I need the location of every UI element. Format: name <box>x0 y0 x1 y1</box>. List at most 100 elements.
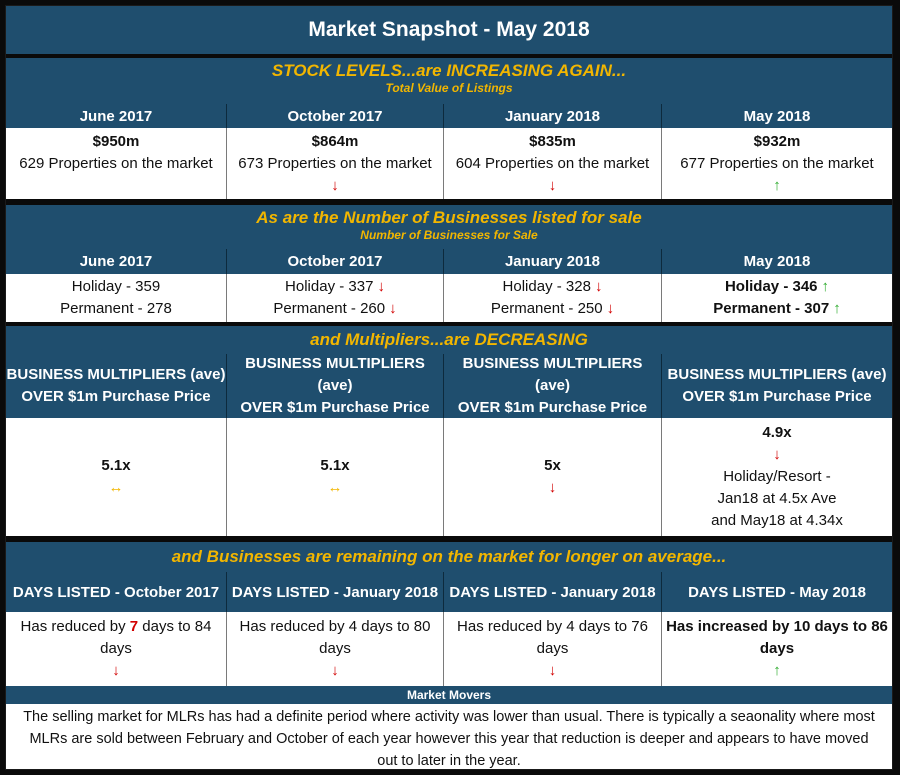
resort-note: and May18 at 4.34x <box>711 512 843 529</box>
market-movers-heading: Market Movers <box>6 686 892 704</box>
listing-value: $835m <box>529 132 576 150</box>
divider <box>6 536 892 542</box>
multiplier-cell: 5.1x ↔ <box>6 418 227 536</box>
listing-value: $950m <box>92 132 140 150</box>
days-unit: days <box>100 640 132 657</box>
change-prefix: Has reduced by <box>20 618 130 635</box>
down-arrow-icon: ↓ <box>331 176 339 194</box>
days-change-text: Has reduced by 4 days to 80 <box>239 618 431 635</box>
stock-cell: $932m 677 Properties on the market ↑ <box>662 128 892 199</box>
days-listed-heading: and Businesses are remaining on the mark… <box>171 547 727 566</box>
multiplier-header-line1: BUSINESS MULTIPLIERS (ave) <box>6 366 226 383</box>
days-unit: days <box>536 640 569 657</box>
listing-value: $864m <box>311 132 359 150</box>
businesses-subheading: Number of Businesses for Sale <box>360 228 538 242</box>
multiplier-header-line2: OVER $1m Purchase Price <box>240 399 430 416</box>
divider <box>6 54 892 58</box>
days-listed-header-row: DAYS LISTED - October 2017 DAYS LISTED -… <box>6 572 892 612</box>
permanent-line: Permanent - 260 ↓ <box>273 298 396 320</box>
change-days-number: 7 <box>129 618 139 635</box>
permanent-count: Permanent - 260 <box>273 300 386 317</box>
stock-levels-banner: STOCK LEVELS...are INCREASING AGAIN... T… <box>6 58 892 104</box>
change-suffix: days to 84 <box>138 618 212 635</box>
period-header: May 2018 <box>743 107 811 125</box>
days-unit: days <box>319 640 351 657</box>
days-listed-cell: Has reduced by 7 days to 84 days ↓ <box>6 612 227 686</box>
multipliers-banner: and Multipliers...are DECREASING <box>6 326 892 354</box>
days-change-text: Has increased by 10 days to 86 <box>666 618 888 635</box>
multiplier-cell: 5.1x ↔ <box>227 418 444 536</box>
multiplier-header-line2: OVER $1m Purchase Price <box>682 388 872 405</box>
multiplier-header-line2: OVER $1m Purchase Price <box>457 399 648 416</box>
days-unit: days <box>759 640 795 657</box>
multiplier-cell: 4.9x ↓ Holiday/Resort - Jan18 at 4.5x Av… <box>662 418 892 536</box>
properties-count: 629 Properties on the market <box>19 154 213 172</box>
down-arrow-icon: ↓ <box>606 300 615 317</box>
days-listed-header: DAYS LISTED - October 2017 <box>6 572 227 612</box>
businesses-banner: As are the Number of Businesses listed f… <box>6 205 892 249</box>
stock-cell: $835m 604 Properties on the market ↓ <box>444 128 662 199</box>
multipliers-values-row: 5.1x ↔ 5.1x ↔ 5x ↓ 4.9x ↓ Holiday/Resort… <box>6 418 892 536</box>
properties-count: 673 Properties on the market <box>238 154 432 172</box>
businesses-cell: Holiday - 328 ↓ Permanent - 250 ↓ <box>444 274 662 322</box>
stock-levels-heading: STOCK LEVELS...are INCREASING AGAIN... <box>271 61 627 80</box>
stock-levels-values-row: $950m 629 Properties on the market $864m… <box>6 128 892 199</box>
multiplier-header-line1: BUSINESS MULTIPLIERS (ave) <box>667 366 887 383</box>
multiplier-header-line2: OVER $1m Purchase Price <box>21 388 211 405</box>
days-listed-header: DAYS LISTED - January 2018 <box>227 572 444 612</box>
businesses-values-row: Holiday - 359 Permanent - 278 Holiday - … <box>6 274 892 322</box>
days-listed-values-row: Has reduced by 7 days to 84 days ↓ Has r… <box>6 612 892 686</box>
down-arrow-icon: ↓ <box>548 176 557 194</box>
up-arrow-icon: ↑ <box>773 662 781 679</box>
holiday-line: Holiday - 328 ↓ <box>503 276 603 298</box>
holiday-count: Holiday - 337 <box>285 278 374 295</box>
days-listed-cell: Has increased by 10 days to 86 days ↑ <box>662 612 892 686</box>
period-header: June 2017 <box>6 249 227 274</box>
multiplier-cell: 5x ↓ <box>444 418 662 536</box>
down-arrow-icon: ↓ <box>377 278 385 295</box>
period-header: October 2017 <box>227 249 444 274</box>
resort-note: Holiday/Resort - <box>723 468 831 485</box>
market-snapshot-panel: Market Snapshot - May 2018 STOCK LEVELS.… <box>5 5 893 770</box>
divider <box>6 322 892 326</box>
holiday-line: Holiday - 346 ↑ <box>725 276 829 298</box>
horizontal-arrow-icon: ↔ <box>327 479 343 496</box>
down-arrow-icon: ↓ <box>594 278 603 295</box>
multipliers-heading: and Multipliers...are DECREASING <box>310 330 588 349</box>
stock-cell: $864m 673 Properties on the market ↓ <box>227 128 444 199</box>
up-arrow-icon: ↑ <box>773 176 781 194</box>
multiplier-value: 5.1x <box>101 457 131 474</box>
permanent-line: Permanent - 250 ↓ <box>491 298 614 320</box>
holiday-line: Holiday - 337 ↓ <box>285 276 385 298</box>
page-title: Market Snapshot - May 2018 <box>6 6 892 54</box>
multiplier-value: 4.9x <box>762 424 792 441</box>
days-change-text: Has reduced by 4 days to 76 <box>457 618 648 635</box>
period-header: January 2018 <box>444 249 662 274</box>
multiplier-header-line1: BUSINESS MULTIPLIERS (ave) <box>462 355 643 394</box>
market-movers-text: The selling market for MLRs has had a de… <box>6 704 892 769</box>
days-listed-cell: Has reduced by 4 days to 80 days ↓ <box>227 612 444 686</box>
properties-count: 604 Properties on the market <box>455 154 650 172</box>
multipliers-header-row: BUSINESS MULTIPLIERS (ave) OVER $1m Purc… <box>6 354 892 418</box>
multiplier-header-line1: BUSINESS MULTIPLIERS (ave) <box>245 355 425 394</box>
down-arrow-icon: ↓ <box>112 662 120 679</box>
businesses-cell: Holiday - 359 Permanent - 278 <box>6 274 227 322</box>
permanent-count: Permanent - 250 <box>490 300 603 317</box>
stock-cell: $950m 629 Properties on the market <box>6 128 227 199</box>
days-listed-cell: Has reduced by 4 days to 76 days ↓ <box>444 612 662 686</box>
up-arrow-icon: ↑ <box>833 300 841 317</box>
period-header: January 2018 <box>444 104 662 128</box>
holiday-count: Holiday - 346 <box>724 278 818 295</box>
divider <box>6 199 892 205</box>
down-arrow-icon: ↓ <box>773 446 781 463</box>
multiplier-header: BUSINESS MULTIPLIERS (ave) OVER $1m Purc… <box>444 354 662 418</box>
resort-note: Jan18 at 4.5x Ave <box>717 490 837 507</box>
holiday-count: Holiday - 328 <box>502 278 591 295</box>
down-arrow-icon: ↓ <box>548 662 557 679</box>
days-listed-header: DAYS LISTED - January 2018 <box>444 572 662 612</box>
stock-levels-subheading: Total Value of Listings <box>385 81 513 95</box>
permanent-count: Permanent - 307 <box>713 300 830 317</box>
businesses-cell: Holiday - 346 ↑ Permanent - 307 ↑ <box>662 274 892 322</box>
multiplier-header: BUSINESS MULTIPLIERS (ave) OVER $1m Purc… <box>662 354 892 418</box>
properties-count: 677 Properties on the market <box>680 154 874 172</box>
